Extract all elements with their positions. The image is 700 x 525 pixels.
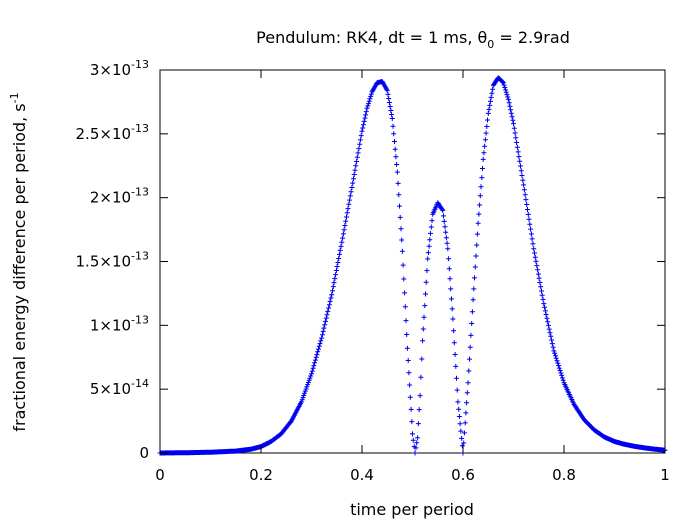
series-markers	[157, 75, 668, 456]
y-tick-exponent: -13	[131, 58, 149, 71]
y-tick-exponent: -13	[131, 186, 149, 199]
y-tick-mantissa: 0	[139, 444, 149, 462]
chart-title: Pendulum: RK4, dt = 1 ms, θ0 = 2.9rad	[256, 28, 570, 51]
chart-title-main: Pendulum: RK4, dt = 1 ms, θ	[256, 28, 487, 47]
y-tick-label: 1.5×10-13	[76, 250, 149, 271]
y-tick-label: 2×10-13	[90, 186, 149, 207]
y-tick-exponent: -14	[131, 377, 149, 390]
x-tick-label: 1	[660, 466, 670, 484]
x-tick-label: 0.6	[451, 466, 475, 484]
y-tick-mantissa: 2×10	[90, 189, 131, 207]
y-tick-exponent: -13	[131, 122, 149, 135]
y-tick-label: 0	[139, 444, 149, 462]
y-tick-mantissa: 1.5×10	[76, 253, 132, 271]
y-tick-label: 3×10-13	[90, 58, 149, 79]
y-tick-mantissa: 5×10	[90, 380, 131, 398]
y-axis-label-main: fractional energy difference per period,…	[10, 103, 29, 431]
x-axis-ticks: 0 0.2 0.4 0.6 0.8 1	[155, 70, 670, 484]
y-axis-ticks: 05×10-141×10-131.5×10-132×10-132.5×10-13…	[76, 58, 665, 462]
x-tick-label: 0	[155, 466, 165, 484]
y-tick-exponent: -13	[131, 313, 149, 326]
x-tick-label: 0.8	[552, 466, 576, 484]
plot-frame	[159, 69, 666, 454]
y-tick-label: 5×10-14	[90, 377, 149, 398]
x-axis-label: time per period	[350, 500, 474, 519]
chart-title-subscript: 0	[487, 38, 494, 51]
y-tick-label: 1×10-13	[90, 313, 149, 334]
x-tick-label: 0.4	[350, 466, 374, 484]
x-tick-label: 0.2	[249, 466, 273, 484]
data-layer	[157, 75, 668, 456]
y-axis-label-superscript: -1	[8, 92, 21, 103]
y-tick-label: 2.5×10-13	[76, 122, 149, 143]
chart-title-suffix: = 2.9rad	[494, 28, 570, 47]
y-tick-mantissa: 1×10	[90, 316, 131, 334]
y-axis-label: fractional energy difference per period,…	[8, 92, 29, 431]
y-tick-exponent: -13	[131, 250, 149, 263]
y-tick-mantissa: 3×10	[90, 61, 131, 79]
y-tick-mantissa: 2.5×10	[76, 125, 132, 143]
